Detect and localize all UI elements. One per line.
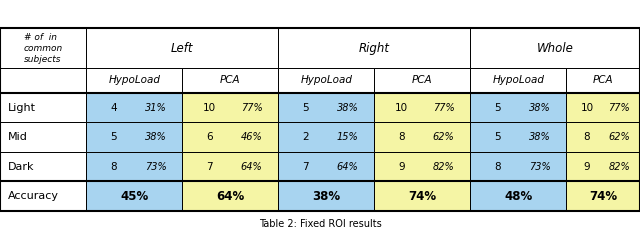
Text: 5: 5 (494, 132, 500, 142)
Text: 77%: 77% (433, 103, 454, 113)
Text: 38%: 38% (337, 103, 358, 113)
Bar (470, 68, 566, 93)
Text: 5: 5 (494, 103, 500, 113)
Text: Accuracy: Accuracy (8, 191, 59, 201)
Text: 38%: 38% (529, 103, 550, 113)
Text: 10: 10 (395, 103, 408, 113)
Text: 82%: 82% (609, 162, 630, 172)
Text: 73%: 73% (529, 162, 550, 172)
Bar (86, 122, 182, 152)
Text: 8: 8 (110, 162, 116, 172)
Text: 6: 6 (206, 132, 212, 142)
Text: 46%: 46% (241, 132, 262, 142)
Text: 15%: 15% (337, 132, 358, 142)
Text: 38%: 38% (529, 132, 550, 142)
Bar (374, 152, 470, 181)
Bar (0, 181, 86, 211)
Text: 74%: 74% (589, 190, 617, 203)
Text: 8: 8 (584, 132, 590, 142)
Bar (0, 28, 86, 68)
Text: 73%: 73% (145, 162, 166, 172)
Text: 7: 7 (302, 162, 308, 172)
Text: 10: 10 (203, 103, 216, 113)
Text: PCA: PCA (593, 75, 614, 85)
Bar (374, 122, 470, 152)
Bar (566, 152, 640, 181)
Text: 64%: 64% (216, 190, 244, 203)
Text: Dark: Dark (8, 162, 34, 172)
Bar (278, 181, 374, 211)
Bar (470, 28, 640, 68)
Bar (374, 68, 470, 93)
Text: 5: 5 (302, 103, 308, 113)
Text: # of  in
common
subjects: # of in common subjects (24, 32, 63, 64)
Text: 38%: 38% (145, 132, 166, 142)
Text: HypoLoad: HypoLoad (492, 75, 545, 85)
Bar (278, 93, 374, 122)
Text: 9: 9 (584, 162, 590, 172)
Text: Table 2: Fixed ROI results: Table 2: Fixed ROI results (259, 219, 381, 229)
Bar (182, 93, 278, 122)
Bar (470, 152, 566, 181)
Bar (86, 93, 182, 122)
Text: 7: 7 (206, 162, 212, 172)
Text: HypoLoad: HypoLoad (300, 75, 353, 85)
Text: 10: 10 (580, 103, 593, 113)
Text: 48%: 48% (504, 190, 532, 203)
Bar (86, 181, 182, 211)
Text: Whole: Whole (537, 42, 573, 55)
Text: 5: 5 (110, 132, 116, 142)
Text: 62%: 62% (433, 132, 454, 142)
Bar (182, 152, 278, 181)
Text: Left: Left (171, 42, 194, 55)
Bar (0, 122, 86, 152)
Bar (0, 68, 86, 93)
Text: 2: 2 (302, 132, 308, 142)
Bar (470, 122, 566, 152)
Text: 64%: 64% (241, 162, 262, 172)
Text: PCA: PCA (220, 75, 241, 85)
Bar (566, 93, 640, 122)
Bar (0, 28, 640, 211)
Bar (86, 28, 278, 68)
Text: 74%: 74% (408, 190, 436, 203)
Bar (0, 93, 86, 122)
Bar (374, 93, 470, 122)
Bar (278, 68, 374, 93)
Text: HypoLoad: HypoLoad (108, 75, 161, 85)
Bar (0, 152, 86, 181)
Text: 4: 4 (110, 103, 116, 113)
Bar (566, 181, 640, 211)
Text: 77%: 77% (241, 103, 262, 113)
Bar (86, 152, 182, 181)
Text: 31%: 31% (145, 103, 166, 113)
Text: 82%: 82% (433, 162, 454, 172)
Text: Light: Light (8, 103, 36, 113)
Text: 9: 9 (398, 162, 404, 172)
Bar (182, 122, 278, 152)
Bar (278, 122, 374, 152)
Bar (278, 28, 470, 68)
Text: 8: 8 (398, 132, 404, 142)
Text: 8: 8 (494, 162, 500, 172)
Bar (182, 181, 278, 211)
Bar (470, 93, 566, 122)
Bar (566, 122, 640, 152)
Text: 45%: 45% (120, 190, 148, 203)
Bar (470, 181, 566, 211)
Bar (182, 68, 278, 93)
Bar (86, 68, 182, 93)
Text: 77%: 77% (609, 103, 630, 113)
Text: Right: Right (359, 42, 390, 55)
Text: 64%: 64% (337, 162, 358, 172)
Text: 38%: 38% (312, 190, 340, 203)
Text: 62%: 62% (609, 132, 630, 142)
Bar (566, 68, 640, 93)
Text: PCA: PCA (412, 75, 433, 85)
Bar (374, 181, 470, 211)
Text: Mid: Mid (8, 132, 28, 142)
Bar (278, 152, 374, 181)
